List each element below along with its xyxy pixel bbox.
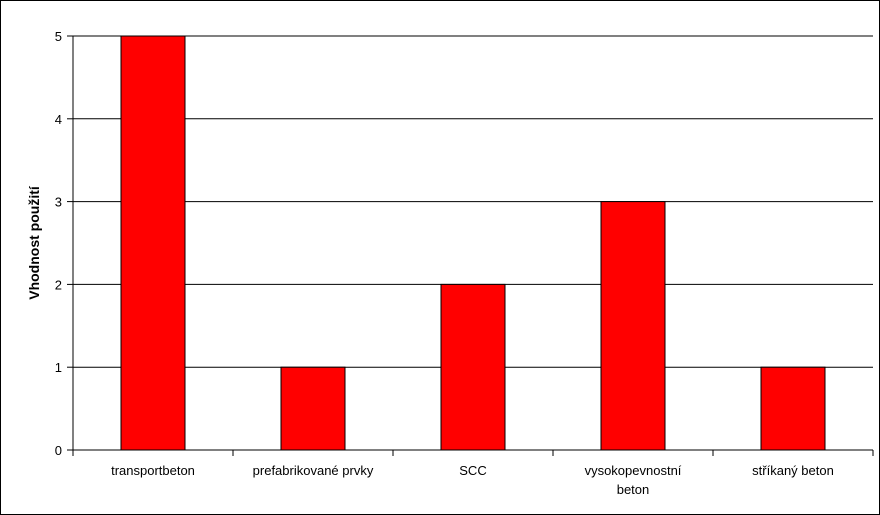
x-tick-label: transportbeton — [111, 463, 195, 478]
y-tick-label: 3 — [55, 195, 62, 210]
y-tick-label: 5 — [55, 29, 62, 44]
x-tick-label: prefabrikované prvky — [253, 463, 374, 478]
bar — [600, 201, 666, 451]
x-tick-label: stříkaný beton — [752, 463, 834, 478]
bar — [280, 366, 346, 451]
bar — [440, 283, 506, 451]
y-tick-label: 1 — [55, 360, 62, 375]
y-axis-title: Vhodnost použití — [26, 185, 42, 300]
x-tick-label: beton — [617, 482, 650, 497]
y-tick-label: 0 — [55, 443, 62, 458]
axes — [67, 35, 874, 456]
tick-labels: 0 1 2 3 4 5 transportbeton prefabrikované prvky… — [55, 29, 834, 497]
x-tick-label: vysokopevnostní — [585, 463, 682, 478]
x-tick-label: SCC — [459, 463, 486, 478]
gridlines — [73, 35, 873, 368]
bar — [760, 366, 826, 451]
y-tick-label: 2 — [55, 277, 62, 292]
bars — [120, 35, 826, 451]
y-tick-label: 4 — [55, 112, 62, 127]
bar — [120, 35, 186, 451]
